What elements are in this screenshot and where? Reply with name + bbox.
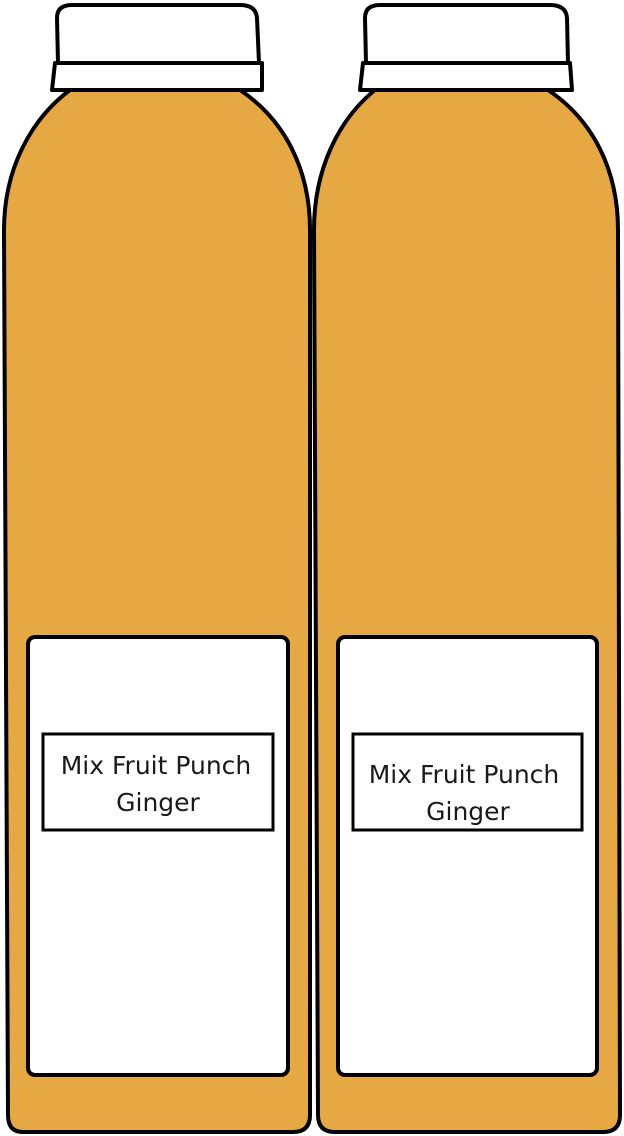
bottle-right-label-line2: Ginger <box>426 797 510 826</box>
bottle-left-label-box <box>41 732 275 832</box>
bottle-right-cap-upper <box>363 3 570 65</box>
bottle-left-label-line2: Ginger <box>116 788 200 817</box>
bottle-left-label-sticker <box>26 635 290 1077</box>
bottle-right-cap-lower <box>358 61 574 92</box>
bottle-right: Mix Fruit Punch Ginger <box>312 3 622 1134</box>
bottle-left-cap-lower <box>50 61 264 92</box>
bottle-left-label-line1: Mix Fruit Punch <box>61 751 252 780</box>
bottle-left-cap-upper <box>55 3 261 65</box>
bottle-left: Mix Fruit Punch Ginger <box>2 3 312 1134</box>
bottle-right-label-sticker <box>336 635 599 1077</box>
bottle-right-label-line1: Mix Fruit Punch <box>369 760 560 789</box>
bottle-right-label-box <box>351 732 584 832</box>
